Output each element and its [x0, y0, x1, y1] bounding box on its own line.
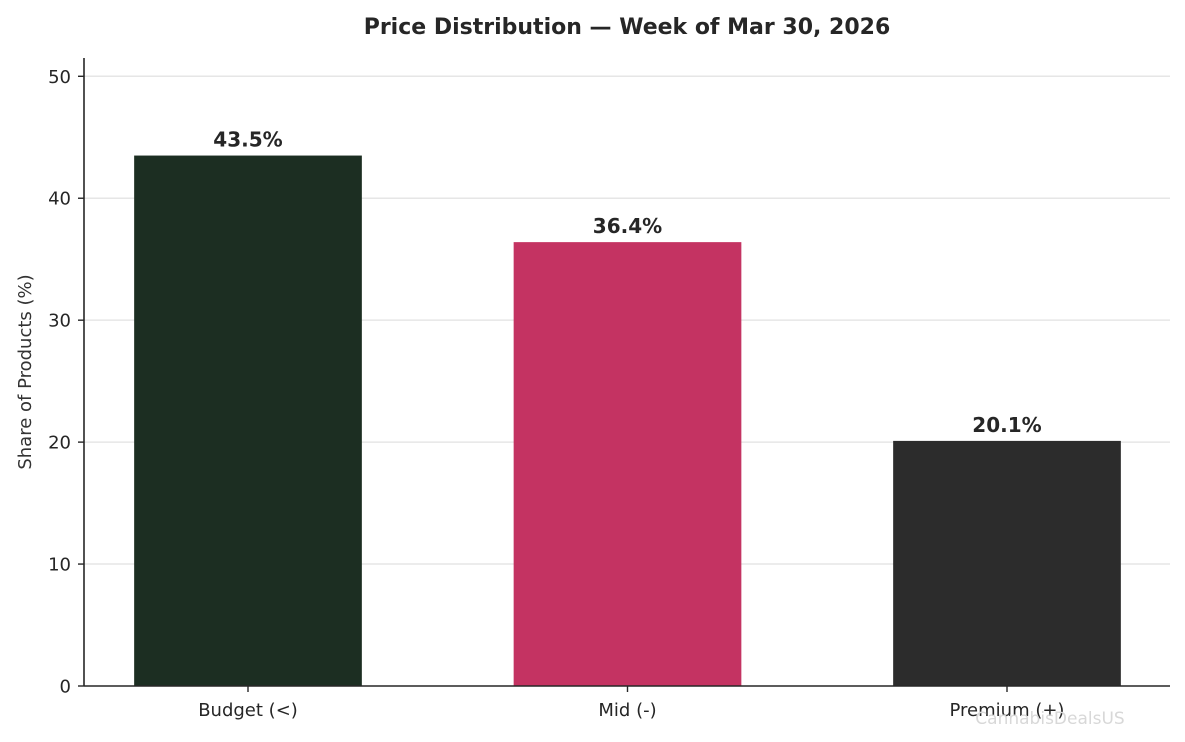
y-axis-label: Share of Products (%): [15, 274, 36, 469]
y-tick-label: 0: [60, 677, 71, 698]
watermark-text: CannabisDealsUS: [975, 709, 1124, 729]
bar: [893, 440, 1121, 686]
y-tick-label: 20: [48, 433, 71, 454]
bars: [134, 155, 1121, 687]
bar: [134, 155, 362, 686]
bar-value-label: 20.1%: [972, 413, 1041, 437]
y-tick-label: 30: [48, 311, 71, 332]
x-tick-label: Premium (+): [950, 700, 1065, 721]
data-labels: 43.5% 36.4% 20.1%: [213, 128, 1041, 437]
x-tick-label: Budget (<): [198, 700, 298, 721]
bar: [513, 242, 742, 687]
chart-title: Price Distribution — Week of Mar 30, 202…: [364, 15, 891, 40]
x-tick-label: Mid (-): [598, 700, 656, 721]
y-axis-ticks: 0 10 20 30 40 50: [48, 67, 84, 698]
x-axis-ticks: Budget (<) Mid (-) Premium (+): [198, 686, 1064, 721]
bar-value-label: 43.5%: [213, 128, 282, 152]
y-tick-label: 50: [48, 67, 71, 88]
y-tick-label: 10: [48, 555, 71, 576]
bar-value-label: 36.4%: [593, 214, 662, 238]
y-tick-label: 40: [48, 189, 71, 210]
